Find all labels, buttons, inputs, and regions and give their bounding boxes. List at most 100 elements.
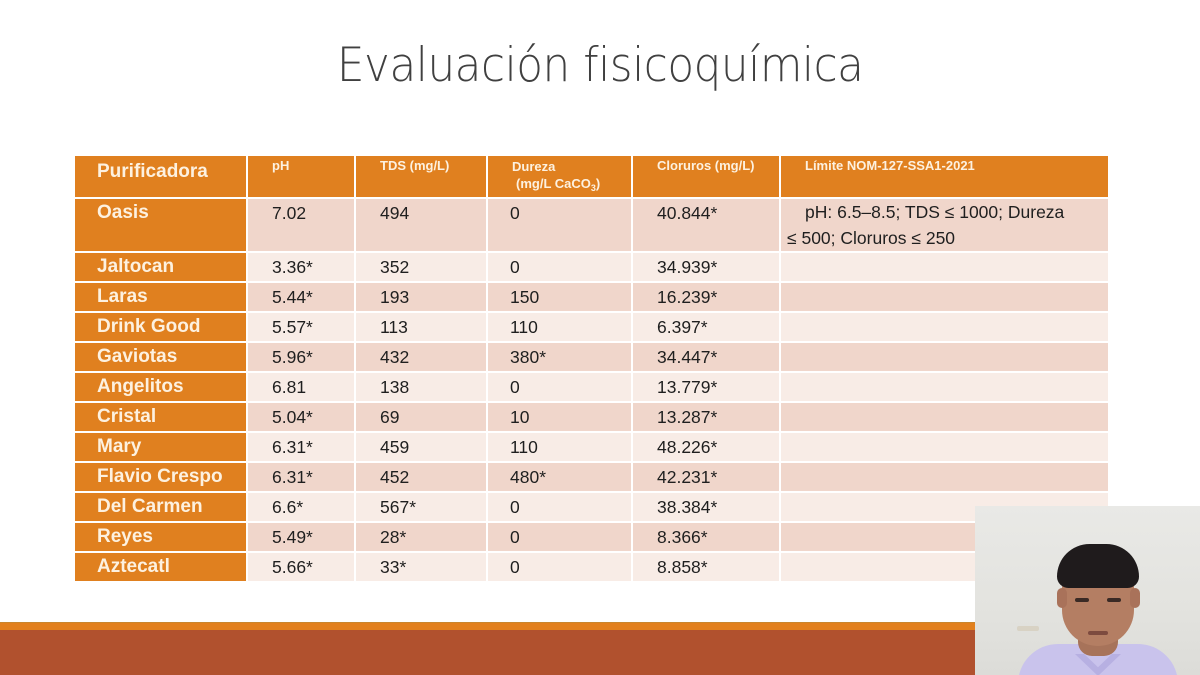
cell-dureza: 0 [488,493,631,521]
cell-limit [781,253,1108,281]
cell-tds: 452 [356,463,486,491]
row-name: Gaviotas [75,343,246,371]
row-name: Reyes [75,523,246,551]
cell-tds: 193 [356,283,486,311]
cell-dureza: 110 [488,313,631,341]
table-row: Cristal 5.04* 69 10 13.287* [75,403,1108,431]
row-name: Mary [75,433,246,461]
dureza-paren: ) [595,176,601,191]
cell-ph: 5.49* [248,523,354,551]
presenter-ear [1057,588,1067,608]
presenter-eye [1107,598,1121,602]
cell-tds: 33* [356,553,486,581]
cell-dureza: 10 [488,403,631,431]
limit-line2: ≤ 500; Cloruros ≤ 250 [787,228,956,248]
presenter-webcam-overlay [975,506,1200,675]
cell-tds: 28* [356,523,486,551]
table-row: Angelitos 6.81 138 0 13.779* [75,373,1108,401]
table-row: Oasis 7.02 494 0 40.844* pH: 6.5–8.5; TD… [75,199,1108,251]
slide-title: Evaluación fisicoquímica [336,38,864,93]
header-dureza: Dureza (mg/L CaCO3) [488,156,631,197]
cell-limit [781,433,1108,461]
row-name: Aztecatl [75,553,246,581]
wall-detail [1017,626,1039,631]
table-row: Laras 5.44* 193 150 16.239* [75,283,1108,311]
cell-cloruros: 6.397* [633,313,779,341]
table-row: Reyes 5.49* 28* 0 8.366* [75,523,1108,551]
presenter-eye [1075,598,1089,602]
table-row: Flavio Crespo 6.31* 452 480* 42.231* [75,463,1108,491]
header-purificadora: Purificadora [75,156,246,197]
row-name: Jaltocan [75,253,246,281]
header-limite: Límite NOM-127-SSA1-2021 [781,156,1108,197]
table-row: Aztecatl 5.66* 33* 0 8.858* [75,553,1108,581]
cell-tds: 432 [356,343,486,371]
row-name: Flavio Crespo [75,463,246,491]
header-label: Dureza (mg/L CaCO3) [488,158,631,197]
cell-ph: 5.96* [248,343,354,371]
table-row: Jaltocan 3.36* 352 0 34.939* [75,253,1108,281]
header-ph: pH [248,156,354,197]
row-name: Del Carmen [75,493,246,521]
table-row: Mary 6.31* 459 110 48.226* [75,433,1108,461]
cell-cloruros: 13.287* [633,403,779,431]
cell-cloruros: 8.366* [633,523,779,551]
cell-tds: 567* [356,493,486,521]
cell-ph: 6.81 [248,373,354,401]
header-tds: TDS (mg/L) [356,156,486,197]
dureza-subscript: 3 [590,183,596,193]
cell-tds: 69 [356,403,486,431]
cell-limit [781,343,1108,371]
dureza-line2: (mg/L CaCO3) [498,175,631,197]
cell-ph: 7.02 [248,199,354,251]
cell-ph: 3.36* [248,253,354,281]
cell-cloruros: 16.239* [633,283,779,311]
cell-ph: 6.31* [248,433,354,461]
cell-dureza: 0 [488,199,631,251]
dureza-unit: (mg/L CaCO [516,176,591,191]
cell-cloruros: 42.231* [633,463,779,491]
cell-cloruros: 38.384* [633,493,779,521]
cell-cloruros: 34.447* [633,343,779,371]
limit-line1: pH: 6.5–8.5; TDS ≤ 1000; Dureza [805,202,1065,222]
row-name: Cristal [75,403,246,431]
footer-accent-bar [0,623,1200,630]
cell-limit [781,403,1108,431]
dureza-line1: Dureza [512,159,556,174]
header-label: Límite NOM-127-SSA1-2021 [805,158,975,173]
header-cloruros: Cloruros (mg/L) [633,156,779,197]
cell-ph: 5.66* [248,553,354,581]
cell-dureza: 480* [488,463,631,491]
presenter-hair [1057,544,1139,588]
header-label: pH [272,158,290,173]
cell-dureza: 0 [488,553,631,581]
physicochemical-table: Purificadora pH TDS (mg/L) Dureza (mg/L … [73,154,1110,583]
header-label: Purificadora [97,161,208,182]
cell-cloruros: 48.226* [633,433,779,461]
row-name: Drink Good [75,313,246,341]
cell-limit [781,373,1108,401]
presenter-ear [1130,588,1140,608]
cell-cloruros: 40.844* [633,199,779,251]
row-name: Laras [75,283,246,311]
cell-ph: 5.44* [248,283,354,311]
cell-limit [781,313,1108,341]
presenter-mouth [1088,631,1108,635]
cell-cloruros: 8.858* [633,553,779,581]
cell-dureza: 0 [488,373,631,401]
table-header-row: Purificadora pH TDS (mg/L) Dureza (mg/L … [75,156,1108,197]
cell-limit: pH: 6.5–8.5; TDS ≤ 1000; Dureza ≤ 500; C… [781,199,1108,251]
cell-limit [781,463,1108,491]
footer-divider [0,622,1200,623]
row-name: Angelitos [75,373,246,401]
cell-dureza: 110 [488,433,631,461]
table-row: Gaviotas 5.96* 432 380* 34.447* [75,343,1108,371]
header-label: TDS (mg/L) [380,158,450,173]
cell-dureza: 150 [488,283,631,311]
table-row: Drink Good 5.57* 113 110 6.397* [75,313,1108,341]
cell-tds: 352 [356,253,486,281]
table-row: Del Carmen 6.6* 567* 0 38.384* [75,493,1108,521]
cell-ph: 5.57* [248,313,354,341]
cell-ph: 6.31* [248,463,354,491]
